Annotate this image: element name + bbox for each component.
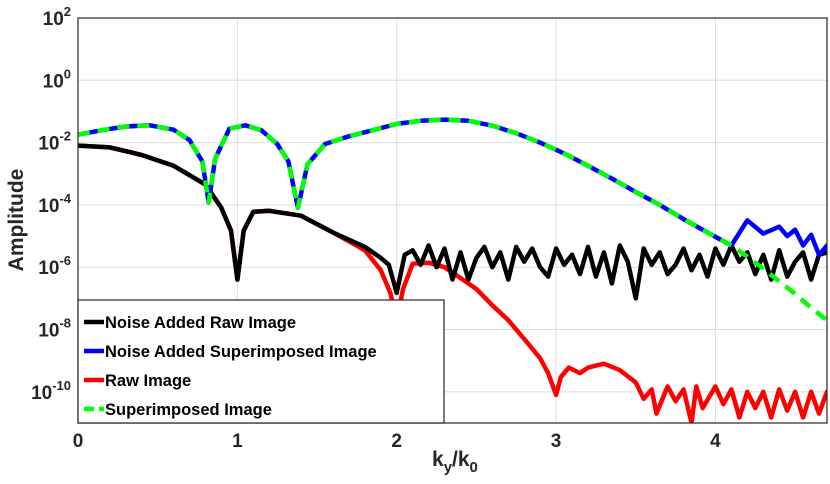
- x-tick-label: 2: [391, 431, 402, 452]
- x-tick-label: 3: [551, 431, 562, 452]
- y-tick-exponent: -6: [59, 253, 71, 268]
- y-tick-base: 10: [38, 134, 59, 155]
- y-tick-label: 10-8: [38, 316, 71, 342]
- legend-label: Noise Added Raw Image: [105, 314, 296, 332]
- y-tick-exponent: 2: [64, 4, 71, 19]
- y-tick-label: 10-6: [38, 253, 71, 279]
- y-tick-label: 100: [43, 66, 71, 92]
- y-tick-exponent: -2: [59, 129, 71, 144]
- y-tick-base: 10: [38, 196, 59, 217]
- x-tick-label: 1: [232, 431, 243, 452]
- x-tick-label: 4: [710, 431, 721, 452]
- legend: Noise Added Raw Image Noise Added Superim…: [77, 299, 445, 424]
- y-tick-base: 10: [31, 383, 52, 404]
- legend-label: Raw Image: [105, 372, 191, 390]
- x-tick-labels: 0 1 2 3 4: [73, 431, 721, 452]
- y-tick-base: 10: [43, 71, 64, 92]
- series-line-3: [78, 117, 827, 322]
- x-tick-label: 0: [73, 431, 84, 452]
- y-tick-label: 10-2: [38, 129, 71, 155]
- y-tick-exponent: 0: [64, 66, 71, 81]
- legend-label: Noise Added Superimposed Image: [105, 343, 377, 361]
- y-tick-label: 10-10: [31, 378, 71, 404]
- x-axis-label: ky/k0: [432, 448, 478, 476]
- series-layer: [78, 117, 827, 423]
- x-axis-label-sub-b: 0: [470, 459, 478, 476]
- y-tick-base: 10: [43, 9, 64, 30]
- plot-frame: [77, 17, 828, 424]
- y-tick-label: 102: [43, 4, 71, 30]
- y-tick-base: 10: [38, 321, 59, 342]
- series-line-0: [78, 143, 827, 301]
- x-axis-label-main: k: [432, 448, 444, 471]
- legend-label: Superimposed Image: [105, 401, 272, 419]
- y-tick-exponent: -8: [59, 316, 71, 331]
- y-tick-label: 10-4: [38, 191, 71, 217]
- y-axis-label: Amplitude: [5, 169, 28, 272]
- y-tick-base: 10: [38, 258, 59, 279]
- y-tick-exponent: -4: [59, 191, 71, 206]
- x-axis-label-slash: /k: [452, 448, 470, 471]
- legend-box: [77, 299, 445, 424]
- x-axis-label-sub-a: y: [444, 459, 453, 476]
- y-tick-exponent: -10: [52, 378, 71, 393]
